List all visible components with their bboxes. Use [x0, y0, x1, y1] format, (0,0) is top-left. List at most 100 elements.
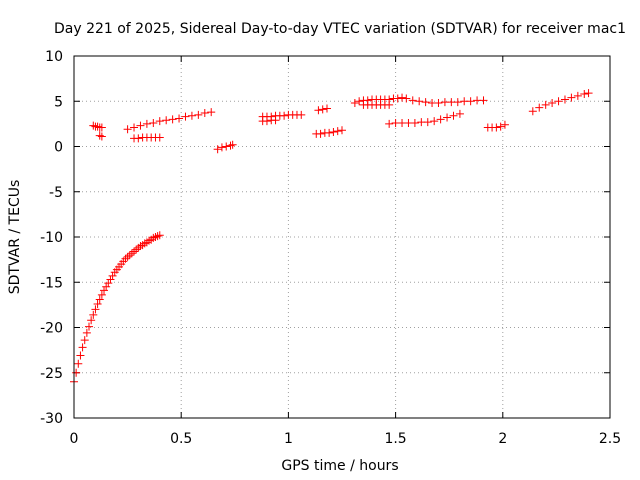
data-point — [350, 99, 359, 108]
data-point — [318, 105, 327, 114]
series-segment-2 — [89, 121, 106, 132]
data-point — [93, 299, 102, 308]
data-point — [535, 103, 544, 112]
data-point — [153, 232, 162, 241]
data-points — [70, 89, 593, 386]
data-point — [155, 231, 164, 240]
series-segment-6 — [213, 140, 237, 154]
data-point — [314, 106, 323, 115]
y-axis-label: SDTVAR / TECUs — [7, 180, 23, 295]
data-point — [410, 118, 419, 127]
data-point — [408, 96, 417, 105]
data-point — [430, 117, 439, 126]
series-segment-8 — [258, 116, 280, 126]
x-tick-label: 1 — [284, 431, 293, 447]
x-axis-label: GPS time / hours — [281, 458, 398, 474]
y-tick-label: 0 — [54, 140, 63, 156]
data-point — [580, 90, 589, 99]
data-point — [385, 119, 394, 128]
data-point — [434, 99, 443, 108]
data-point — [449, 111, 458, 120]
data-point — [100, 286, 109, 295]
data-point — [93, 122, 102, 131]
data-point — [322, 104, 331, 113]
series-segment-10 — [312, 126, 346, 138]
data-point — [97, 132, 106, 141]
data-point — [123, 252, 132, 261]
data-point — [226, 141, 235, 150]
x-tick-labels: 0 0.5 1 1.5 2 2.5 — [70, 431, 622, 447]
data-point — [222, 142, 231, 151]
y-tick-label: -20 — [40, 321, 63, 337]
data-point — [333, 127, 342, 136]
data-point — [280, 111, 289, 120]
data-point — [443, 113, 452, 122]
y-tick-label: -10 — [40, 230, 63, 246]
data-point — [127, 249, 136, 258]
data-point — [155, 133, 164, 142]
data-point — [162, 116, 171, 125]
data-point — [95, 131, 104, 140]
data-point — [136, 242, 145, 251]
data-point — [136, 121, 145, 130]
data-point — [548, 99, 557, 108]
data-point — [175, 114, 184, 123]
series-segment-1 — [70, 231, 164, 386]
x-tick-label: 2.5 — [599, 431, 621, 447]
data-point — [78, 343, 87, 352]
series-segment-14 — [385, 109, 464, 128]
data-point — [97, 123, 106, 132]
data-point — [355, 97, 364, 106]
data-point — [106, 275, 115, 284]
data-point — [95, 295, 104, 304]
series-segment-15 — [483, 120, 509, 132]
data-point — [325, 128, 334, 137]
x-tick-label: 2 — [498, 431, 507, 447]
y-tick-labels: 10 5 0 -5 -10 -15 -20 -25 -30 — [40, 49, 63, 427]
data-point — [297, 110, 306, 119]
data-point — [393, 94, 402, 103]
data-point — [415, 97, 424, 106]
data-point — [102, 282, 111, 291]
data-point — [207, 108, 216, 117]
data-point — [89, 310, 98, 319]
data-point — [453, 98, 462, 107]
data-point — [91, 305, 100, 314]
data-point — [130, 247, 139, 256]
y-tick-label: -30 — [40, 411, 63, 427]
y-tick-label: -5 — [49, 185, 63, 201]
data-point — [130, 123, 139, 132]
data-point — [541, 100, 550, 109]
data-point — [402, 94, 411, 103]
data-point — [528, 107, 537, 116]
data-point — [500, 120, 509, 129]
grid-lines — [74, 56, 610, 418]
data-point — [479, 96, 488, 105]
series-segment-13 — [408, 96, 488, 108]
series-segment-9 — [314, 104, 331, 115]
y-tick-label: 10 — [45, 49, 63, 65]
data-point — [89, 121, 98, 130]
data-point — [271, 116, 280, 125]
data-point — [138, 241, 147, 250]
data-point — [398, 93, 407, 102]
data-point — [125, 251, 134, 260]
data-point — [104, 279, 113, 288]
y-tick-label: 5 — [54, 94, 63, 110]
data-point — [97, 290, 106, 299]
x-tick-label: 0.5 — [170, 431, 192, 447]
data-point — [134, 134, 143, 143]
chart-title: Day 221 of 2025, Sidereal Day-to-day VTE… — [54, 21, 626, 37]
data-point — [316, 129, 325, 138]
data-point — [496, 122, 505, 131]
data-point — [123, 125, 132, 134]
series-segment-16 — [528, 89, 593, 116]
data-point — [155, 117, 164, 126]
data-point — [423, 118, 432, 127]
data-point — [147, 235, 156, 244]
y-tick-label: -15 — [40, 275, 63, 291]
data-point — [573, 91, 582, 100]
data-point — [151, 233, 160, 241]
data-point — [584, 89, 593, 98]
